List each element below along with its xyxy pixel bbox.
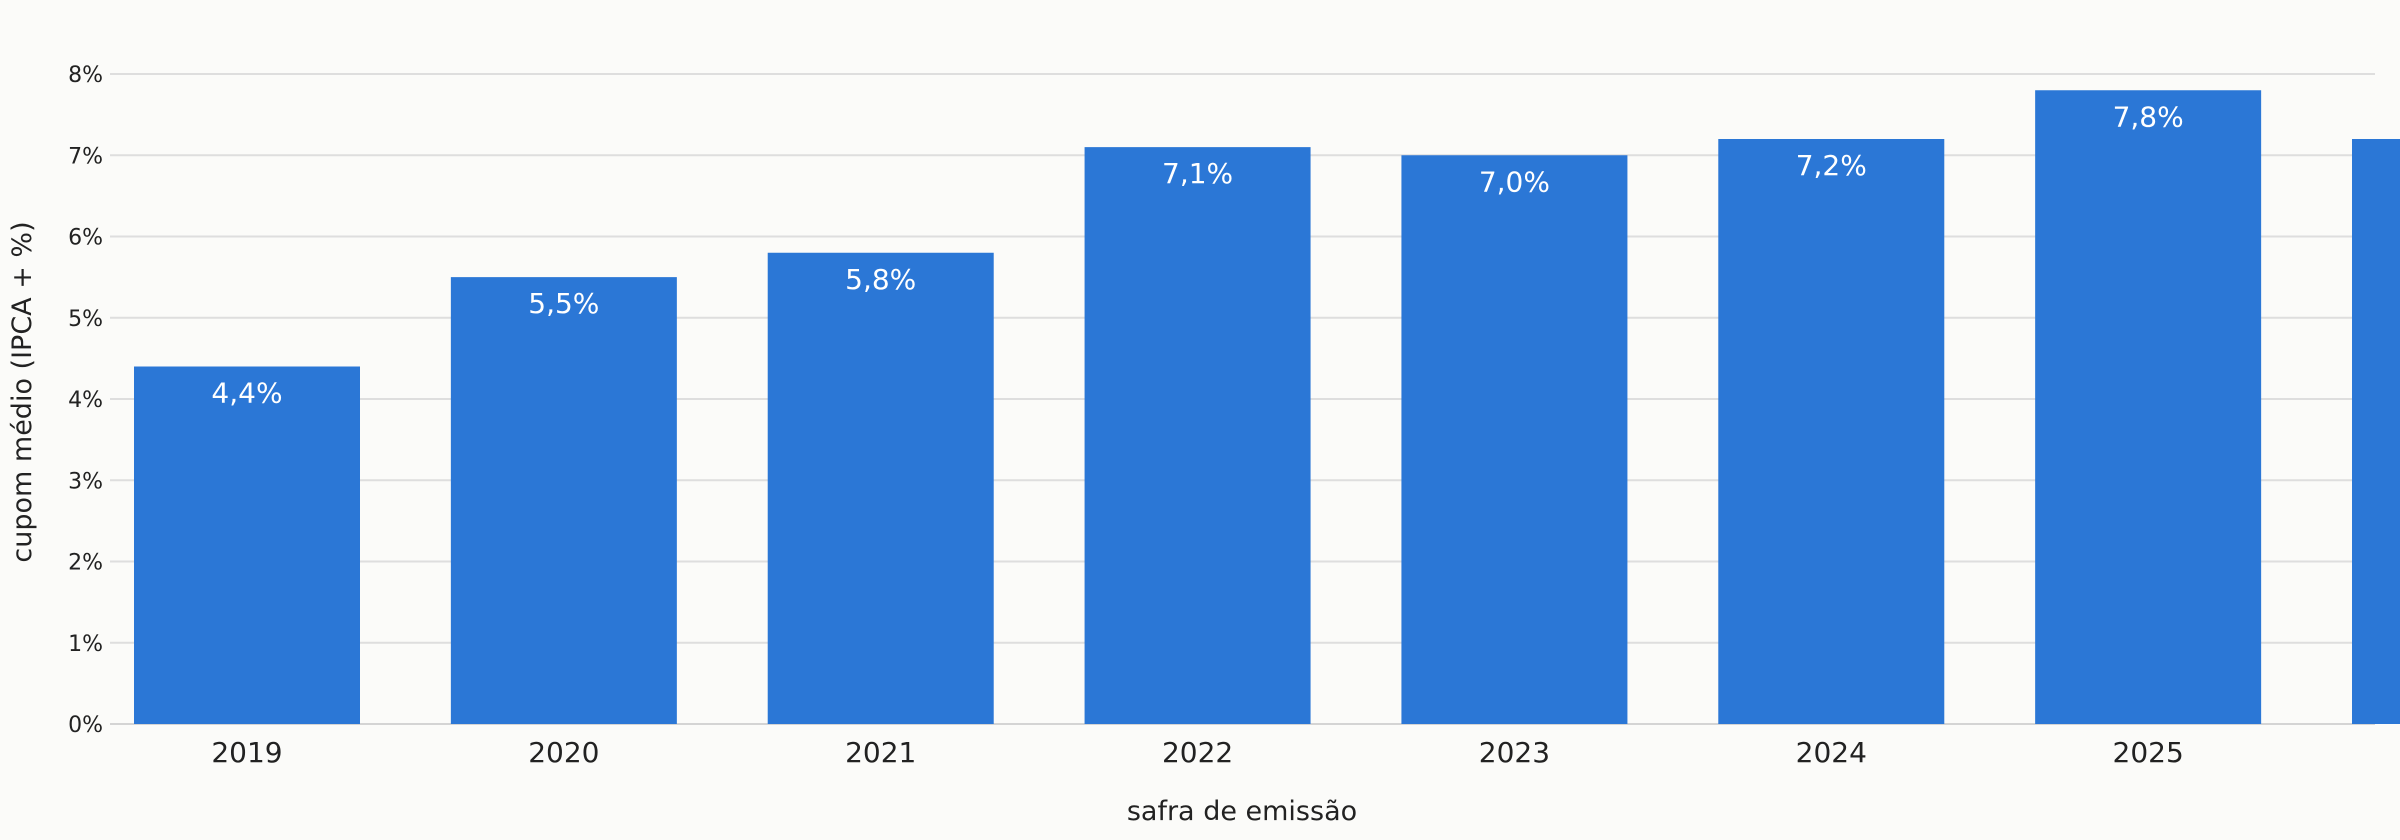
x-tick-label-2020: 2020 — [528, 736, 599, 769]
bar-2021 — [767, 252, 994, 724]
data-label-2023: 7,0% — [1479, 165, 1550, 198]
data-label-2020: 5,5% — [528, 287, 599, 320]
x-axis-ticks: 20192020202120222023202420252026 — [211, 736, 2184, 769]
x-tick-label-2022: 2022 — [1162, 736, 1233, 769]
x-tick-label-2025: 2025 — [2113, 736, 2184, 769]
y-tick-label: 8% — [68, 63, 103, 88]
data-label-2024: 7,2% — [1796, 149, 1867, 182]
x-tick-label-2021: 2021 — [845, 736, 916, 769]
data-label-2022: 7,1% — [1162, 157, 1233, 190]
y-tick-label: 5% — [68, 307, 103, 332]
y-tick-label: 2% — [68, 551, 103, 576]
y-tick-label: 3% — [68, 469, 103, 494]
y-axis-title: cupom médio (IPCA + %) — [7, 221, 38, 562]
x-tick-label-2024: 2024 — [1796, 736, 1867, 769]
bar-2026 — [2352, 139, 2400, 724]
y-tick-label: 6% — [68, 226, 103, 251]
bar-2020 — [450, 277, 677, 724]
bar-2022 — [1084, 147, 1311, 724]
data-label-2025: 7,8% — [2113, 100, 2184, 133]
bar-2023 — [1401, 155, 1628, 724]
data-labels: 4,4%5,5%5,8%7,1%7,0%7,2%7,8%7,2% — [211, 100, 2184, 410]
bars — [134, 90, 2400, 724]
x-tick-label-2023: 2023 — [1479, 736, 1550, 769]
bar-2025 — [2035, 90, 2262, 724]
bar-2019 — [134, 366, 360, 724]
y-tick-label: 1% — [68, 632, 103, 657]
x-tick-label-2019: 2019 — [211, 736, 282, 769]
bar-2024 — [1718, 139, 1945, 724]
y-tick-label: 7% — [68, 144, 103, 169]
data-label-2021: 5,8% — [845, 263, 916, 296]
data-label-2019: 4,4% — [211, 377, 282, 410]
y-tick-label: 4% — [68, 388, 103, 413]
x-axis-title: safra de emissão — [1127, 796, 1357, 827]
y-tick-label: 0% — [68, 713, 103, 738]
y-axis-ticks: 0% 1% 2% 3% 4% 5% 6% 7% 8% — [68, 63, 103, 738]
